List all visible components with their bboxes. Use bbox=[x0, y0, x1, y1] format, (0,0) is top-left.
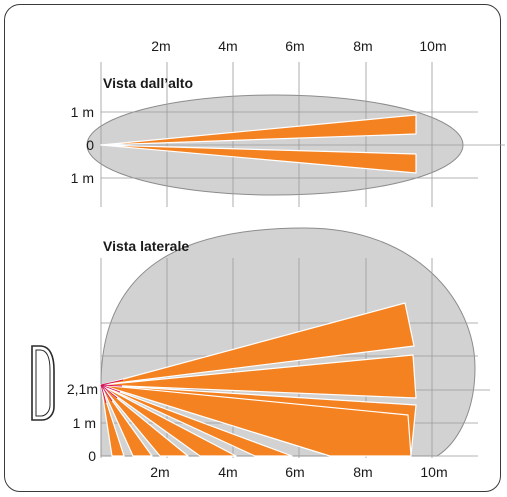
side-view-x-label: 2m bbox=[150, 464, 169, 480]
top-view: Vista dall’alto 2m 4m 6m 8m 10m 1 m 0 1 … bbox=[71, 38, 505, 207]
top-view-y-label: 1 m bbox=[71, 170, 94, 186]
side-view-fan-beam bbox=[100, 384, 153, 457]
side-view-beam bbox=[100, 302, 415, 386]
top-view-x-label: 2m bbox=[151, 38, 170, 54]
side-view-fan-beam bbox=[100, 384, 293, 457]
side-view-origin-rays bbox=[100, 379, 124, 404]
top-view-x-label: 8m bbox=[353, 38, 372, 54]
top-view-y-label: 0 bbox=[86, 137, 94, 153]
side-view-fan-beam bbox=[100, 384, 125, 457]
side-view-title: Vista laterale bbox=[103, 238, 189, 254]
sensor-device-icon bbox=[31, 345, 55, 421]
side-view-x-label: 6m bbox=[285, 464, 304, 480]
side-view-x-label: 4m bbox=[218, 464, 237, 480]
side-view: Vista laterale 2m 4m 6m 8m 10m 2,1m 1 m … bbox=[31, 227, 490, 480]
top-view-x-label: 6m bbox=[285, 38, 304, 54]
side-view-beam bbox=[100, 384, 412, 457]
top-view-beam-lower bbox=[100, 144, 417, 174]
top-view-grid bbox=[100, 62, 505, 207]
side-view-beam bbox=[100, 354, 417, 399]
top-view-y-label: 1 m bbox=[71, 104, 94, 120]
top-view-x-label: 10m bbox=[419, 38, 446, 54]
side-view-fan-beam bbox=[100, 384, 189, 457]
top-view-x-label: 4m bbox=[218, 38, 237, 54]
side-view-y-label: 1 m bbox=[73, 415, 96, 431]
top-view-title: Vista dall’alto bbox=[103, 75, 193, 91]
side-view-y-label: 2,1m bbox=[67, 381, 98, 397]
side-view-fan-beam bbox=[100, 384, 237, 457]
side-view-y-label: 0 bbox=[88, 448, 96, 464]
side-view-x-label: 10m bbox=[420, 464, 447, 480]
top-view-beam-upper bbox=[100, 114, 417, 146]
side-view-x-label: 8m bbox=[353, 464, 372, 480]
